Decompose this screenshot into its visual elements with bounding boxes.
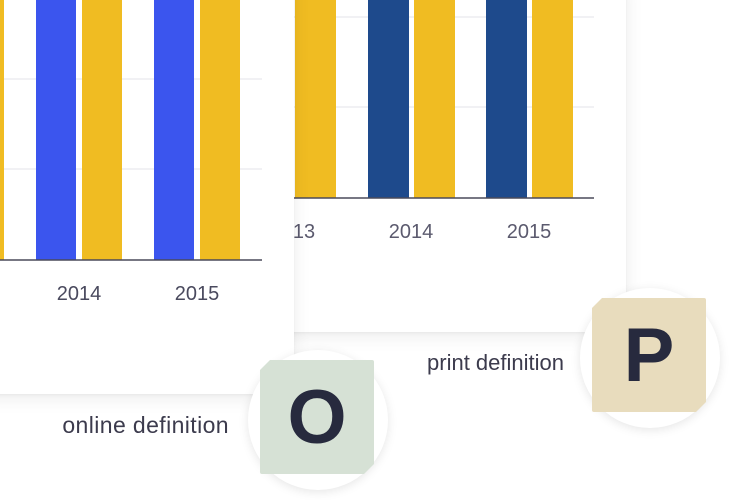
- online-x-tick: 2014: [57, 283, 102, 305]
- print-x-ticks: 13 2014 2015: [293, 221, 551, 243]
- print-chart: 13 2014 2015: [260, 0, 594, 243]
- print-bars: [295, 0, 573, 198]
- online-x-ticks: 2014 2015: [57, 283, 220, 305]
- online-badge-tile: O: [260, 360, 374, 474]
- print-badge: P: [580, 288, 720, 428]
- print-badge-letter: P: [623, 312, 675, 398]
- online-x-tick: 2015: [175, 283, 220, 305]
- online-chart: 2014 2015: [0, 0, 262, 305]
- print-x-tick: 2014: [389, 221, 434, 243]
- online-bar-2015-secondary: [200, 0, 240, 260]
- online-bar-2013-secondary: [0, 0, 4, 260]
- print-bar-2013-secondary: [295, 0, 336, 198]
- print-bar-2015-secondary: [532, 0, 573, 198]
- print-x-tick: 13: [293, 221, 315, 243]
- online-bar-2015-primary: [154, 0, 194, 260]
- online-chart-card: 2014 2015: [0, 0, 294, 394]
- online-badge: O: [248, 350, 388, 490]
- online-bar-2014-primary: [36, 0, 76, 260]
- print-badge-tile: P: [592, 298, 706, 412]
- online-bar-2014-secondary: [82, 0, 122, 260]
- print-bar-2015-primary: [486, 0, 527, 198]
- print-chart-card: 13 2014 2015: [260, 0, 626, 332]
- online-bars: [0, 0, 240, 260]
- print-bar-2014-primary: [368, 0, 409, 198]
- print-x-tick: 2015: [507, 221, 552, 243]
- online-badge-letter: O: [287, 374, 347, 460]
- print-definition-label: print definition: [427, 350, 564, 375]
- print-bar-2014-secondary: [414, 0, 455, 198]
- online-definition-label: online definition: [62, 412, 229, 438]
